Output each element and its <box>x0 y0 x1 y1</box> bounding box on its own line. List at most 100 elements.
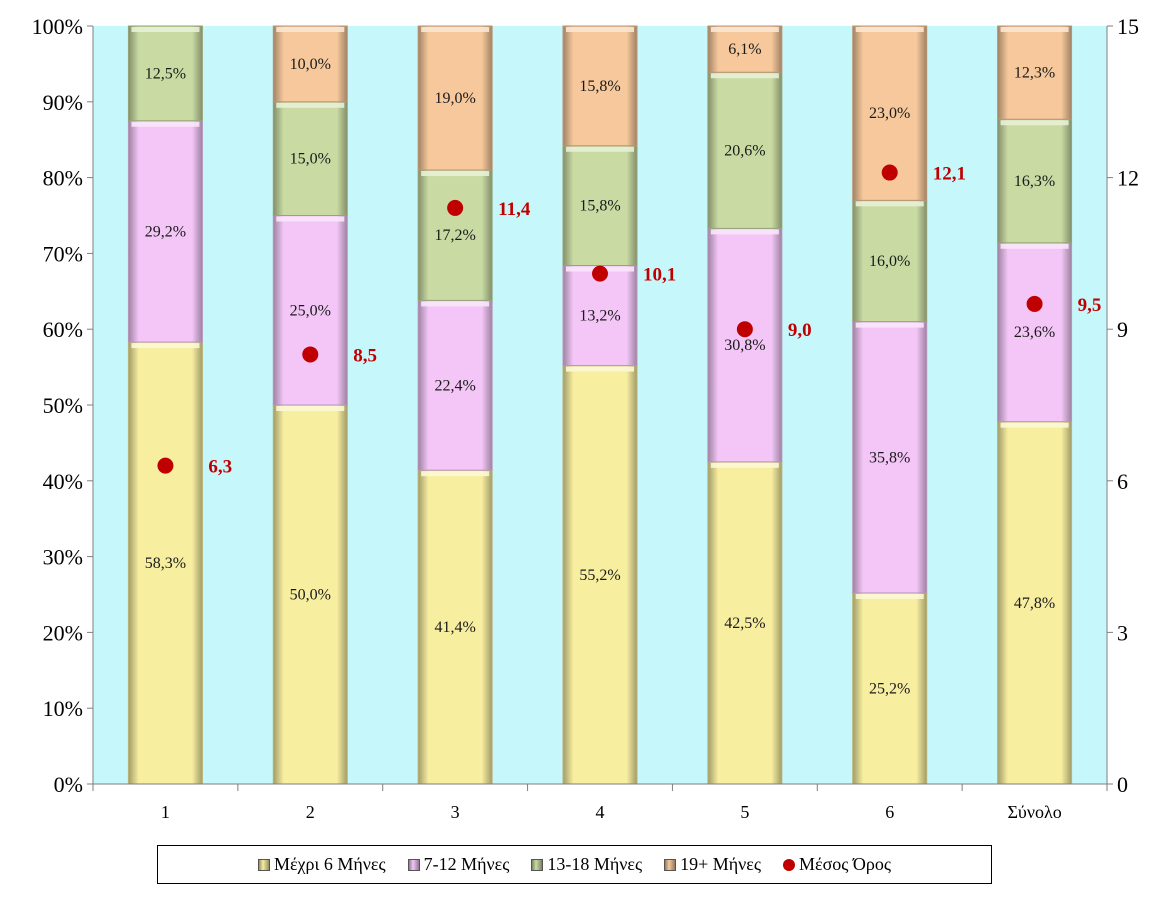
bar-segment-highlight <box>1000 120 1069 126</box>
bar-segment-highlight <box>421 471 490 477</box>
bar-segment <box>852 592 928 785</box>
legend: Μέχρι 6 Μήνες 7-12 Μήνες 13-18 Μήνες 19+ Μή… <box>157 845 992 884</box>
mean-label: 12,1 <box>933 164 966 185</box>
legend-swatch <box>531 858 544 871</box>
legend-label: 13-18 Μήνες <box>547 854 643 874</box>
legend-label: Μέσος Όρος <box>799 854 892 874</box>
data-labels-layer: 58,3% 29,2% 12,5% 50,0% 25,0% 15,0% 10,0% 41,4%… <box>145 41 1055 697</box>
y-tick-label-left: 60% <box>43 317 83 342</box>
legend-swatch <box>407 858 420 871</box>
data-label: 20,6% <box>724 142 765 159</box>
x-category-label: 1 <box>161 802 170 822</box>
bar-segment-highlight <box>421 301 490 307</box>
data-label: 55,2% <box>579 567 620 584</box>
bar-segment-highlight <box>855 593 924 599</box>
data-label: 16,0% <box>869 253 910 270</box>
mean-point <box>302 346 319 363</box>
data-label: 29,2% <box>145 223 186 240</box>
legend-item: 7-12 Μήνες <box>407 854 510 875</box>
bar-segment-highlight <box>710 462 779 468</box>
y-tick-label-left: 40% <box>43 469 83 494</box>
bar-segment-highlight <box>276 406 345 411</box>
y-tick-label-left: 30% <box>43 545 83 570</box>
bar-segment <box>562 145 638 267</box>
bar-segment <box>272 215 348 406</box>
mean-point <box>592 265 608 282</box>
mean-point <box>447 199 464 216</box>
y-tick-label-left: 70% <box>43 241 83 266</box>
bar-segment <box>707 71 783 229</box>
bar-segment <box>562 265 638 367</box>
bar-segment <box>272 404 348 785</box>
data-label: 15,0% <box>290 151 331 168</box>
axes-layer: 0%10%20%30%40%50%60%70%80%90%100%0369121… <box>32 14 1139 822</box>
data-label: 25,0% <box>290 302 331 319</box>
mean-label: 10,1 <box>643 265 676 286</box>
data-label: 23,6% <box>1014 324 1055 341</box>
bar-segment <box>852 199 928 323</box>
data-label: 50,0% <box>290 587 331 604</box>
mean-point <box>736 321 753 338</box>
bar-segment-highlight <box>1000 422 1069 428</box>
bar-segment-highlight <box>131 27 200 32</box>
data-label: 42,5% <box>724 615 765 632</box>
x-category-label: Σύνολο <box>1007 802 1061 822</box>
legend-swatch <box>664 858 677 871</box>
bar-segment <box>707 227 783 463</box>
data-label: 47,8% <box>1014 595 1055 612</box>
data-label: 15,8% <box>579 78 620 95</box>
legend-label: 7-12 Μήνες <box>423 854 510 874</box>
data-label: 12,5% <box>145 65 186 82</box>
y-tick-label-right: 15 <box>1117 14 1139 39</box>
data-label: 58,3% <box>145 555 186 572</box>
data-label: 10,0% <box>290 56 331 73</box>
bar-segment <box>852 321 928 594</box>
data-label: 22,4% <box>434 377 475 394</box>
bar-segment <box>127 25 203 122</box>
bar-segment-highlight <box>710 73 779 79</box>
legend-item: 19+ Μήνες <box>664 854 761 875</box>
bar-segment-highlight <box>276 27 345 32</box>
y-tick-label-left: 80% <box>43 166 83 191</box>
bar-segment-highlight <box>421 27 490 32</box>
bar-segment <box>127 120 203 343</box>
legend-label: Μέχρι 6 Μήνες <box>273 854 386 874</box>
bar-segment <box>417 169 493 301</box>
mean-points-layer: 6,3 8,5 11,4 10,1 9,0 12,1 9,5 <box>157 164 1101 478</box>
data-label: 35,8% <box>869 449 910 466</box>
legend-dot <box>783 858 795 871</box>
bar-segment <box>562 25 638 147</box>
x-category-label: 6 <box>885 802 894 822</box>
mean-label: 11,4 <box>498 199 531 220</box>
bar-segment <box>707 25 783 73</box>
y-tick-label-right: 3 <box>1117 620 1128 645</box>
bar-segment-highlight <box>1000 243 1069 249</box>
legend-item: Μέχρι 6 Μήνες <box>257 854 386 875</box>
bar-segment-highlight <box>276 102 345 108</box>
bar-segment <box>272 101 348 216</box>
bar-segment-highlight <box>131 121 200 127</box>
data-label: 41,4% <box>434 619 475 636</box>
bar-segment <box>272 25 348 103</box>
bar-segment-highlight <box>566 366 634 372</box>
data-label: 6,1% <box>728 41 761 58</box>
mean-label: 9,0 <box>788 320 812 341</box>
bar-segment <box>997 242 1073 423</box>
bar-segment <box>997 25 1073 120</box>
bar-segment <box>417 25 493 171</box>
x-category-label: 3 <box>451 802 460 822</box>
data-label: 17,2% <box>434 227 475 244</box>
legend-swatch <box>257 858 270 871</box>
mean-point <box>1026 295 1043 312</box>
x-category-label: 5 <box>740 802 749 822</box>
bar-segment-highlight <box>566 146 634 152</box>
bar-segment-highlight <box>276 216 345 222</box>
x-category-label: 2 <box>306 802 315 822</box>
bar-segment <box>417 469 493 785</box>
data-label: 25,2% <box>869 680 910 697</box>
x-category-label: 4 <box>596 802 605 822</box>
y-tick-label-right: 6 <box>1117 469 1128 494</box>
y-tick-label-left: 50% <box>43 393 83 418</box>
